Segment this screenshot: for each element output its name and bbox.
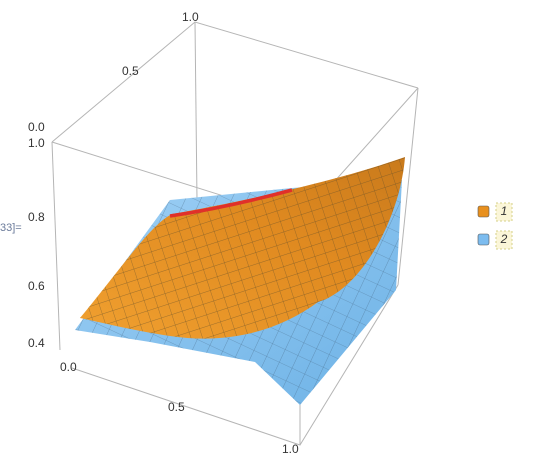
surface-1 bbox=[80, 157, 405, 339]
tick-label: 0.8 bbox=[28, 210, 45, 224]
tick-label: 0.5 bbox=[122, 64, 139, 78]
intersection-curve bbox=[169, 188, 293, 218]
tick-label: 0.0 bbox=[28, 120, 45, 134]
tick-label: 0.4 bbox=[28, 336, 45, 350]
legend-label-box bbox=[495, 202, 513, 222]
legend-swatch bbox=[477, 233, 490, 246]
legend-label: 1 bbox=[501, 204, 508, 218]
tick-label: 0.0 bbox=[60, 360, 77, 374]
cell-label: 33]= bbox=[0, 222, 22, 234]
tick-label: 0.5 bbox=[168, 400, 185, 414]
tick-label: 1.0 bbox=[182, 10, 199, 24]
legend-swatch bbox=[477, 205, 490, 218]
tick-label: 0.6 bbox=[28, 279, 45, 293]
tick-label: 1.0 bbox=[282, 442, 299, 453]
legend-label: 2 bbox=[500, 232, 508, 246]
tick-label: 1.0 bbox=[28, 136, 45, 150]
legend-label-box bbox=[495, 230, 513, 250]
